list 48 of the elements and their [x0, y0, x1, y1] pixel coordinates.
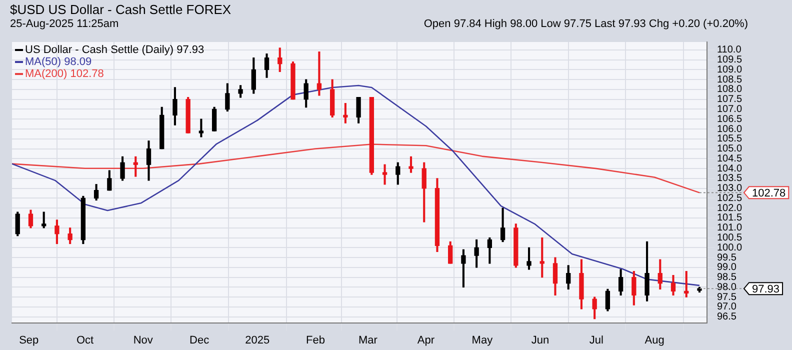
y-tick-label: 99.0: [716, 262, 737, 274]
chart-title: $USD US Dollar - Cash Settle FOREX: [10, 2, 232, 17]
x-tick-label: 2025: [245, 334, 270, 346]
x-tick-label: Feb: [306, 334, 325, 346]
y-tick-label: 106.5: [716, 114, 742, 125]
y-tick-label: 110.0: [716, 44, 742, 56]
y-tick-label: 108.0: [716, 84, 742, 96]
y-tick-label: 100.5: [716, 232, 742, 244]
chart-subtitle: 25-Aug-2025 11:25am: [10, 18, 119, 30]
y-tick-label: 108.5: [716, 74, 742, 86]
x-tick-label: Nov: [133, 334, 154, 346]
y-tick-label: 105.5: [716, 134, 742, 145]
annotation: 102.78: [752, 188, 786, 200]
y-tick-label: 109.0: [716, 64, 742, 76]
y-tick-label: 99.5: [716, 252, 737, 264]
x-tick-label: Mar: [358, 334, 378, 346]
y-tick-label: 103.0: [716, 183, 742, 194]
x-tick-label: Sep: [19, 334, 39, 346]
text: Open 97.84 High 98.00 Low 97.75 Last 97.93 Chg +0.20 (+0.20%): [424, 18, 748, 30]
legend-label: MA(50) 98.09: [25, 56, 92, 68]
y-tick-label: 102.0: [716, 202, 742, 214]
annotation: 97.93: [752, 284, 780, 296]
y-tick-label: 104.0: [716, 163, 742, 174]
x-tick-label: Apr: [417, 334, 435, 346]
y-tick-label: 109.5: [716, 54, 742, 66]
legend-label: US Dollar - Cash Settle (Daily) 97.93: [25, 44, 204, 56]
x-tick-label: May: [472, 334, 494, 346]
y-tick-label: 96.5: [716, 312, 737, 323]
x-tick-label: Aug: [644, 334, 664, 346]
y-tick-label: 101.0: [716, 222, 742, 234]
y-tick-label: 107.5: [716, 94, 742, 106]
x-tick-label: Dec: [190, 334, 210, 346]
x-tick-label: Jul: [589, 334, 604, 346]
y-tick-label: 97.5: [716, 292, 737, 303]
y-tick-label: 97.0: [716, 302, 737, 313]
y-tick-label: 100.0: [716, 242, 742, 254]
x-tick-label: Jun: [531, 334, 550, 346]
y-tick-label: 103.5: [716, 173, 742, 184]
y-tick-label: 98.0: [716, 282, 737, 293]
y-tick-label: 107.0: [716, 104, 742, 115]
y-tick-label: 98.5: [716, 272, 737, 284]
y-tick-label: 102.5: [716, 192, 742, 204]
y-tick-label: 105.0: [716, 144, 742, 155]
x-tick-label: Oct: [76, 334, 94, 346]
y-tick-label: 106.0: [716, 124, 742, 135]
y-tick-label: 101.5: [716, 212, 742, 224]
y-tick-label: 104.5: [716, 153, 742, 164]
legend-label: MA(200) 102.78: [25, 68, 104, 80]
